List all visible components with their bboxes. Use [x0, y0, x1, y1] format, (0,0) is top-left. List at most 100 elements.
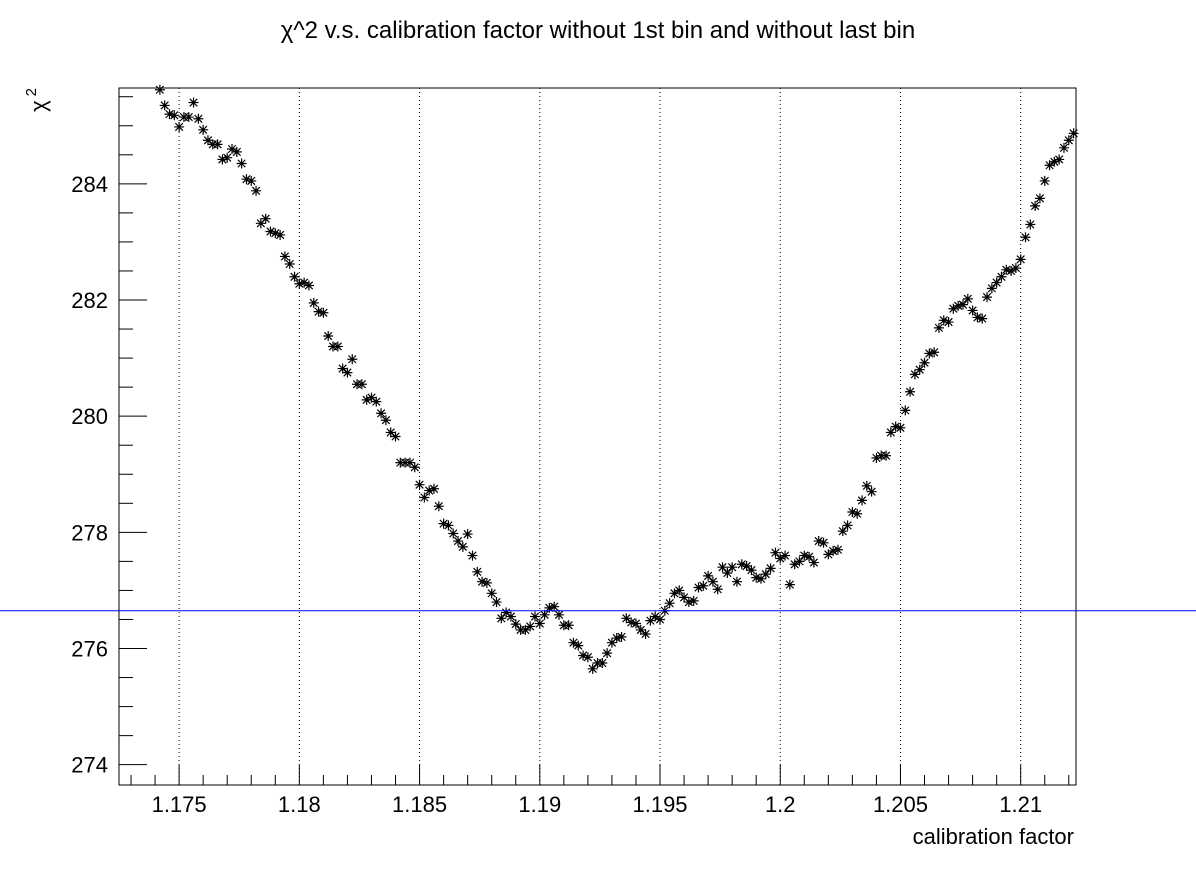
- data-point: [1034, 193, 1045, 204]
- data-point: [674, 585, 685, 596]
- data-point: [385, 427, 396, 438]
- data-point: [626, 617, 637, 628]
- x-tick-label-4: 1.195: [632, 792, 687, 817]
- data-point: [390, 431, 401, 442]
- data-point: [443, 520, 454, 531]
- data-point: [188, 97, 199, 108]
- data-point: [933, 322, 944, 333]
- data-point: [1001, 264, 1012, 275]
- data-point: [832, 544, 843, 555]
- data-point: [366, 392, 377, 403]
- data-point: [380, 415, 391, 426]
- data-point: [890, 421, 901, 432]
- data-point: [900, 405, 911, 416]
- x-gridlines: [178, 88, 1022, 785]
- data-point: [246, 175, 257, 186]
- x-axis-ticks: [130, 765, 1070, 785]
- data-point: [606, 637, 617, 648]
- data-point: [154, 84, 165, 95]
- data-point: [477, 576, 488, 587]
- data-point: [996, 271, 1007, 282]
- x-tick-label-0: 1.175: [152, 792, 207, 817]
- data-point: [308, 297, 319, 308]
- x-tick-labels: 1.175 1.18 1.185 1.19 1.195 1.2 1.205 1.21: [152, 792, 1043, 817]
- data-point: [481, 577, 492, 588]
- data-point: [789, 559, 800, 570]
- data-point: [611, 633, 622, 644]
- data-point: [775, 553, 786, 564]
- data-point: [323, 331, 334, 342]
- data-point: [842, 520, 853, 531]
- data-point: [924, 348, 935, 359]
- data-point: [169, 110, 180, 121]
- data-point: [804, 551, 815, 562]
- data-point: [448, 528, 459, 539]
- data-point: [275, 229, 286, 240]
- data-point: [520, 624, 531, 635]
- data-point: [501, 607, 512, 618]
- data-point: [645, 615, 656, 626]
- data-point: [794, 556, 805, 567]
- data-point: [688, 595, 699, 606]
- data-point: [885, 427, 896, 438]
- y-tick-label-3: 280: [71, 404, 108, 429]
- x-tick-label-3: 1.19: [518, 792, 561, 817]
- data-point: [424, 485, 435, 496]
- data-point: [409, 462, 420, 473]
- data-point: [1063, 135, 1074, 146]
- data-point: [953, 300, 964, 311]
- data-point: [972, 312, 983, 323]
- data-point: [419, 492, 430, 503]
- data-point: [1054, 154, 1065, 165]
- data-point: [299, 277, 310, 288]
- data-point: [861, 480, 872, 491]
- data-point: [174, 121, 185, 132]
- data-point: [856, 495, 867, 506]
- y-axis-ticks: [119, 96, 147, 766]
- data-point: [823, 549, 834, 560]
- data-point: [837, 526, 848, 537]
- data-point: [544, 602, 555, 613]
- data-point: [342, 367, 353, 378]
- data-point: [991, 277, 1002, 288]
- y-tick-label-1: 276: [71, 637, 108, 662]
- data-point: [635, 624, 646, 635]
- data-point: [736, 559, 747, 570]
- data-point: [1015, 254, 1026, 265]
- x-tick-label-7: 1.21: [999, 792, 1042, 817]
- data-point: [376, 408, 387, 419]
- data-point: [486, 588, 497, 599]
- data-point: [669, 588, 680, 599]
- data-point: [510, 619, 521, 630]
- data-point: [881, 450, 892, 461]
- data-point: [260, 213, 271, 224]
- data-point: [554, 609, 565, 620]
- data-point: [356, 379, 367, 390]
- chart-title: χ^2 v.s. calibration factor without 1st …: [281, 17, 915, 44]
- data-point: [303, 280, 314, 291]
- data-point: [525, 621, 536, 632]
- data-point: [818, 537, 829, 548]
- data-point: [582, 652, 593, 663]
- data-point: [159, 100, 170, 111]
- x-tick-label-1: 1.18: [278, 792, 321, 817]
- data-point: [227, 143, 238, 154]
- data-point: [563, 620, 574, 631]
- data-point: [943, 317, 954, 328]
- data-point: [472, 566, 483, 577]
- data-point: [1058, 142, 1069, 153]
- data-point: [799, 550, 810, 561]
- data-point: [231, 146, 242, 157]
- data-point: [1006, 265, 1017, 276]
- x-tick-label-2: 1.185: [392, 792, 447, 817]
- data-point: [284, 258, 295, 269]
- data-point: [193, 113, 204, 124]
- data-point: [337, 363, 348, 374]
- data-point: [1010, 263, 1021, 274]
- data-point: [852, 508, 863, 519]
- data-point: [977, 313, 988, 324]
- data-point: [698, 580, 709, 591]
- data-point: [919, 357, 930, 368]
- data-point: [294, 278, 305, 289]
- data-point: [938, 315, 949, 326]
